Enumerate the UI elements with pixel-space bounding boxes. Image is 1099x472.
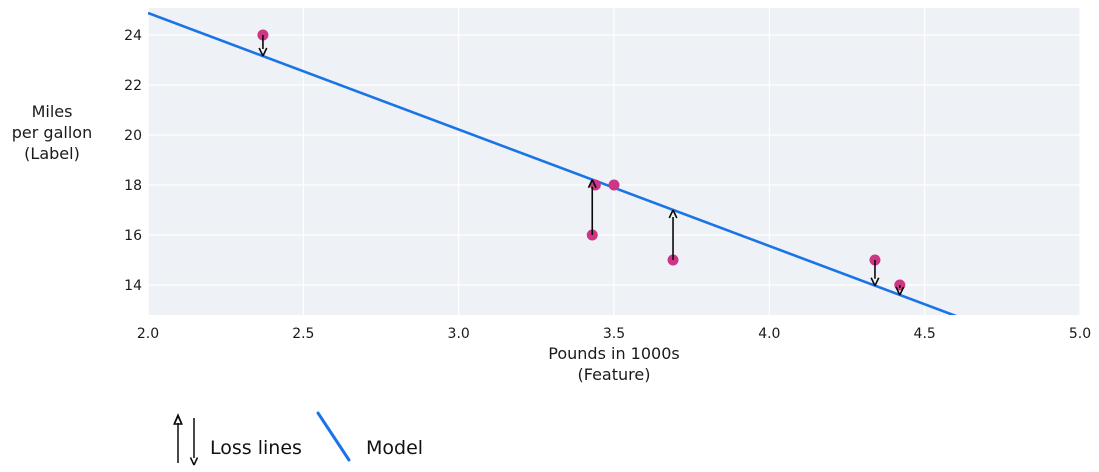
legend-model-label: Model [366,437,424,459]
y-axis-label-line: Miles [31,102,73,121]
loss-arrowhead [668,209,678,219]
loss-arrowhead [258,47,268,57]
legend-loss-label: Loss lines [210,437,302,459]
x-tick-label: 3.5 [603,326,625,342]
x-tick-label: 2.0 [137,326,159,342]
loss-arrowhead [895,286,905,296]
y-axis-label-line: per gallon [11,123,93,142]
y-tick-label: 18 [124,178,142,194]
loss-arrowhead [870,277,880,287]
x-tick-label: 3.0 [448,326,470,342]
x-axis-label: Pounds in 1000s (Feature) [464,343,764,385]
y-axis-label: Miles per gallon (Label) [0,101,104,164]
x-tick-label: 5.0 [1069,326,1091,342]
data-point [608,179,620,191]
x-axis-label-line: Pounds in 1000s [548,344,680,363]
loss-lines-icon [173,413,199,466]
y-axis-label-line: (Label) [24,144,80,163]
y-tick-label: 14 [124,278,142,294]
x-tick-label: 4.5 [914,326,936,342]
x-axis-label-line: (Feature) [577,365,651,384]
model-line-icon [316,411,351,462]
y-tick-label: 16 [124,228,142,244]
y-tick-label: 20 [124,128,142,144]
y-tick-label: 22 [124,78,142,94]
loss-arrowhead [587,179,597,189]
x-tick-label: 4.0 [758,326,780,342]
x-tick-label: 2.5 [292,326,314,342]
y-tick-label: 24 [124,28,142,44]
plot-area: 2.0 2.5 3.0 3.5 4.0 4.5 5.0 14 16 18 20 22 24 [124,8,1091,342]
model-line [148,11,958,315]
